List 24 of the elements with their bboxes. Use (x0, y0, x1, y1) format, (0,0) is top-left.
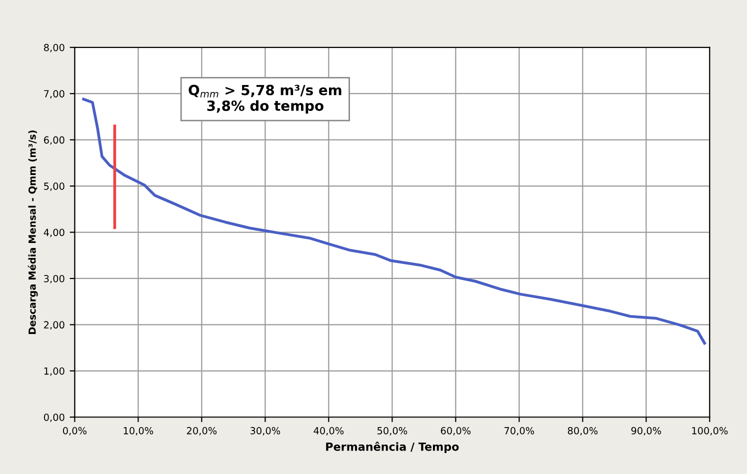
y-tick-label: 8,00 (44, 44, 64, 52)
x-tick-label: 0,0% (62, 427, 87, 436)
y-tick-label: 3,00 (44, 274, 64, 284)
x-axis-title: Permanência / Tempo (326, 442, 459, 454)
y-tick-label: 7,00 (44, 90, 64, 98)
x-tick-label: 70,0% (504, 427, 534, 436)
y-tick-label: 2,00 (44, 321, 64, 330)
y-tick-label: 4,00 (44, 228, 64, 238)
x-tick-label: 100,0% (692, 427, 728, 436)
x-tick-label: 60,0% (440, 427, 471, 436)
annotation: Q$_{mm}$ > 5,78 m³/s em 3,8% do tempo (188, 84, 342, 114)
y-tick-label: 1,00 (44, 367, 64, 376)
x-tick-label: 20,0% (186, 427, 217, 436)
y-tick-label: 0,00 (44, 414, 64, 422)
line-series (82, 98, 706, 345)
x-tick-label: 40,0% (314, 427, 344, 436)
x-tick-label: 80,0% (568, 427, 598, 436)
x-tick-label: 30,0% (250, 427, 280, 436)
x-tick-label: 50,0% (377, 427, 408, 436)
x-tick-label: 90,0% (631, 427, 662, 436)
y-tick-label: 5,00 (44, 182, 64, 191)
y-axis-title: Descarga Média Mensal - Qmm (m³/s) (28, 130, 38, 334)
x-tick-label: 10,0% (124, 427, 154, 436)
y-tick-label: 6,00 (44, 136, 64, 145)
